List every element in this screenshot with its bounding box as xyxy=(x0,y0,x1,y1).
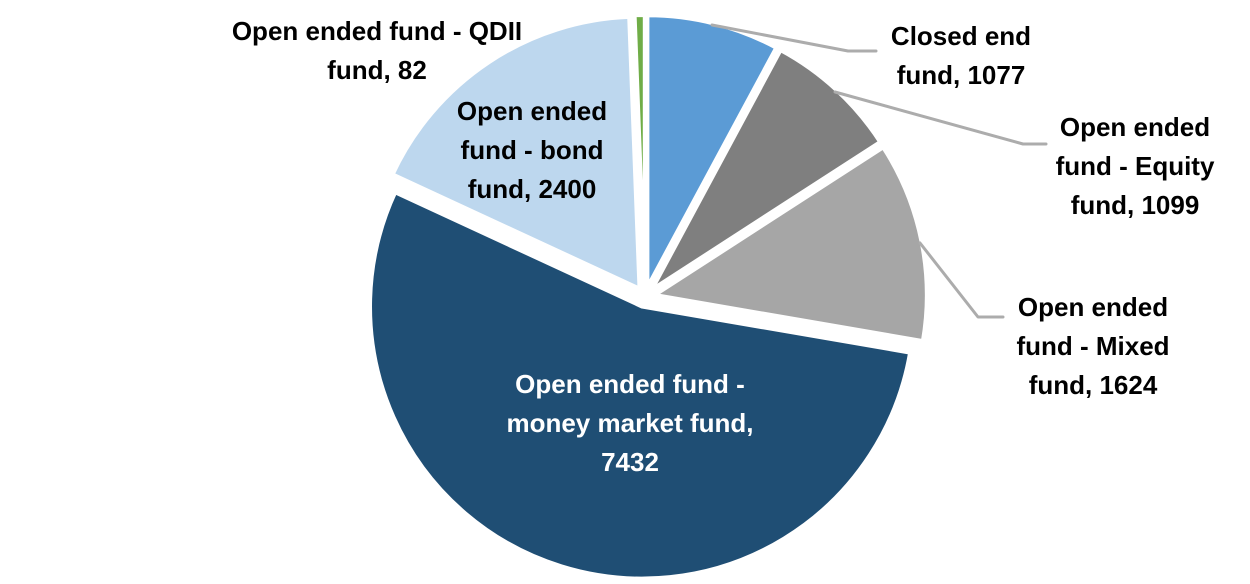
label-line: fund, 1077 xyxy=(896,60,1026,90)
pie-slice-open-ended-fund-qdii-fund xyxy=(632,13,647,289)
label-line: Open ended xyxy=(1017,292,1169,322)
label-line: Open ended xyxy=(1059,112,1211,142)
leader-line-equity-fund xyxy=(833,90,1048,146)
label-line: fund, 1099 xyxy=(1070,190,1200,220)
label-line: fund - Mixed xyxy=(1016,331,1170,361)
pie-slice-open-ended-fund-equity-fund xyxy=(649,48,883,292)
pie-slice-open-ended-fund-mixed-fund xyxy=(652,145,929,344)
label-line: 7432 xyxy=(601,447,659,477)
data-label-equity-fund: Open ended fund - Equity fund, 1099 xyxy=(1056,108,1215,225)
data-label-closed-end-fund: Closed end fund, 1077 xyxy=(891,17,1031,95)
label-line: Open ended xyxy=(456,96,608,126)
label-line: fund - Equity xyxy=(1055,151,1215,181)
label-line: fund, 82 xyxy=(327,55,427,85)
data-label-qdii-fund: Open ended fund - QDII fund, 82 xyxy=(232,12,522,90)
label-line: fund, 1624 xyxy=(1028,370,1158,400)
label-line: Open ended fund - QDII xyxy=(231,16,523,46)
data-label-money-market-fund: Open ended fund - money market fund, 743… xyxy=(506,365,753,482)
pie-slice-open-ended-fund-bond-fund xyxy=(390,14,642,291)
data-label-mixed-fund: Open ended fund - Mixed fund, 1624 xyxy=(1016,288,1169,405)
leader-line-closed-end-fund xyxy=(710,23,878,53)
data-label-bond-fund: Open ended fund - bond fund, 2400 xyxy=(457,92,607,209)
leader-line-mixed-fund xyxy=(918,241,1005,319)
label-line: Open ended fund - xyxy=(515,369,745,399)
pie-slice-open-ended-fund-money-market-fund xyxy=(368,190,913,581)
label-line: Closed end xyxy=(890,21,1032,51)
pie-slice-closed-end-fund xyxy=(645,13,779,290)
label-line: fund - bond xyxy=(460,135,604,165)
label-line: fund, 2400 xyxy=(467,174,597,204)
label-line: money market fund, xyxy=(506,408,754,438)
